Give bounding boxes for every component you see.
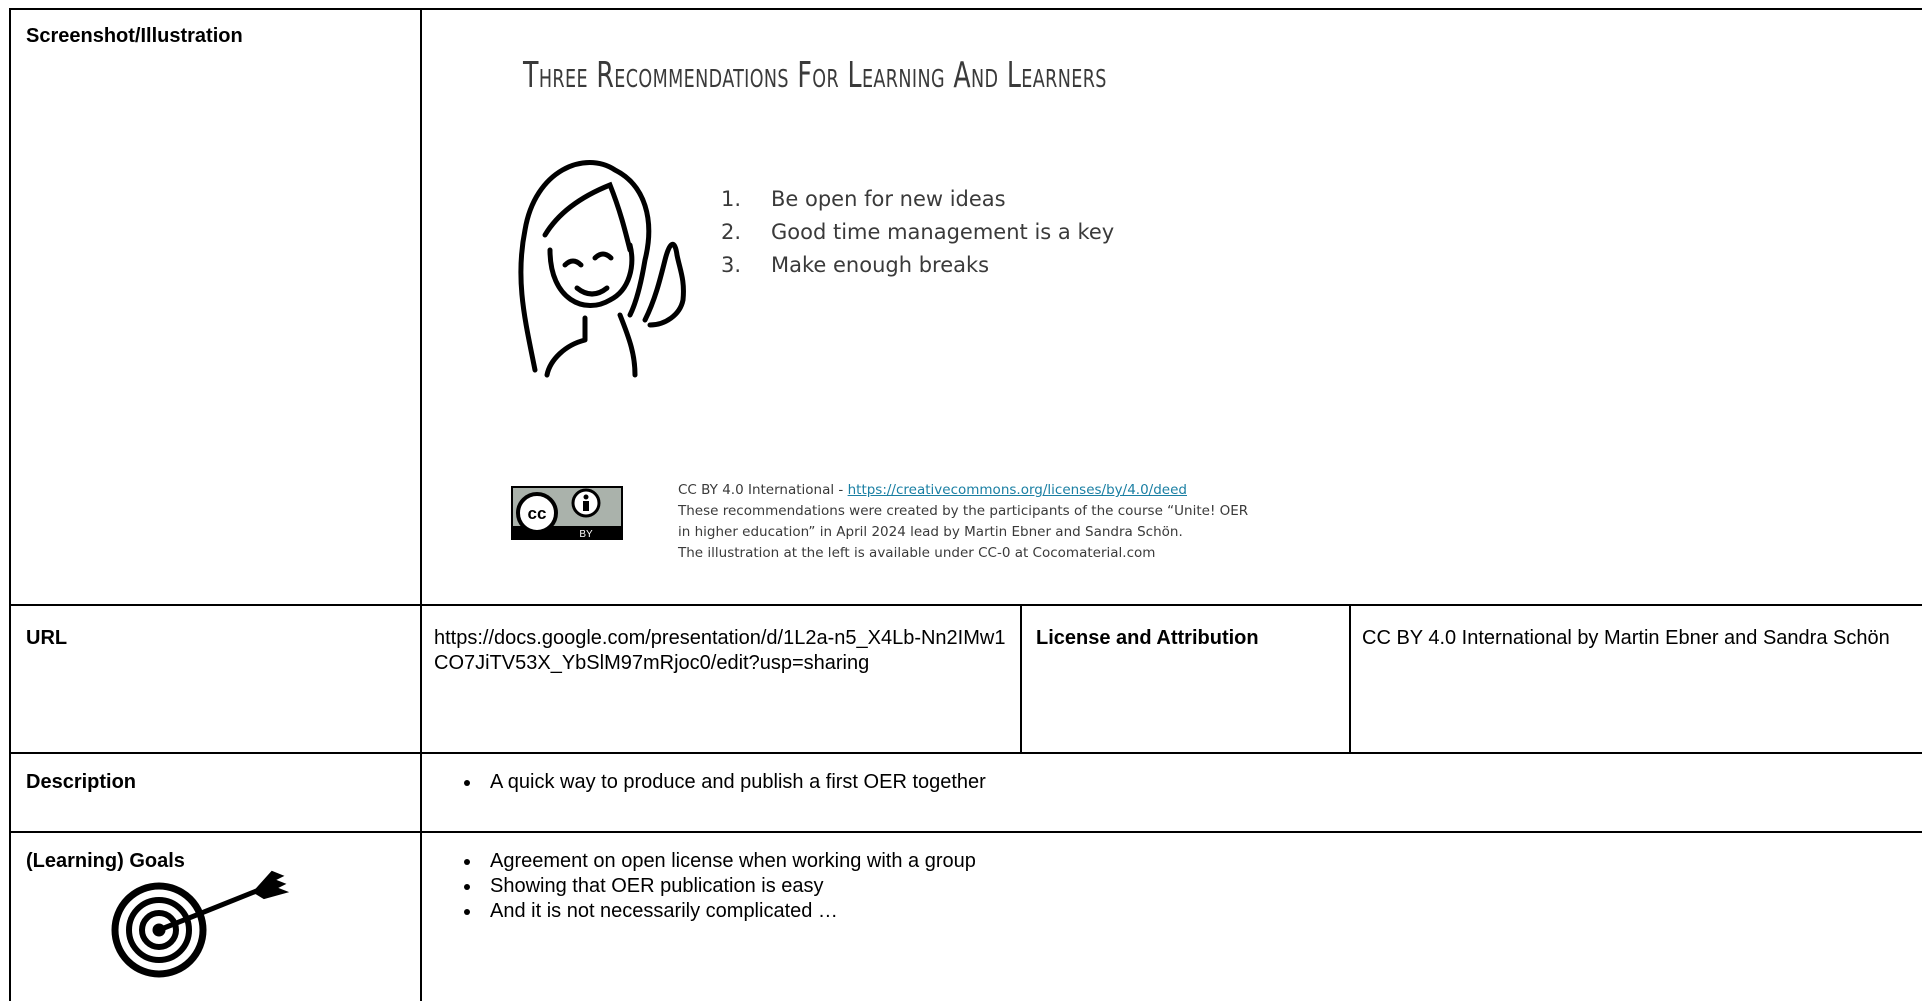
border bbox=[10, 8, 1922, 10]
person-illustration bbox=[518, 160, 686, 378]
credit-line: The illustration at the left is availabl… bbox=[678, 545, 1156, 561]
description: A quick way to produce and publish a fir… bbox=[434, 770, 986, 795]
border bbox=[420, 8, 422, 1001]
border bbox=[10, 604, 1922, 606]
row-label: Screenshot/Illustration bbox=[26, 25, 243, 47]
slide-credits: CC BY 4.0 International - https://creati… bbox=[678, 480, 1248, 564]
credit-line: These recommendations were created by th… bbox=[678, 503, 1249, 519]
license-line: CC BY 4.0 International - https://creati… bbox=[678, 480, 1248, 501]
slide-item: 3. Make enough breaks bbox=[721, 249, 1114, 282]
license-text: CC BY 4.0 International by Martin Ebner … bbox=[1362, 627, 1890, 649]
row-label: (Learning) Goals bbox=[26, 850, 185, 872]
item-number: 2. bbox=[721, 220, 742, 244]
slide-item: 2. Good time management is a key bbox=[721, 216, 1114, 249]
item-text: Be open for new ideas bbox=[771, 187, 1006, 211]
bullet: Showing that OER publication is easy bbox=[482, 874, 976, 899]
cc-badge: cc BY bbox=[511, 486, 623, 540]
border bbox=[1349, 604, 1351, 754]
license-prefix: CC BY 4.0 International - bbox=[678, 482, 848, 498]
border bbox=[10, 752, 1922, 754]
slide-list: 1. Be open for new ideas 2. Good time mana… bbox=[721, 183, 1114, 282]
border bbox=[10, 831, 1922, 833]
credit-line: in higher education” in April 2024 lead … bbox=[678, 524, 1183, 540]
target-icon bbox=[111, 870, 290, 978]
by-text: BY bbox=[579, 529, 593, 540]
border bbox=[9, 8, 11, 1001]
item-text: Good time management is a key bbox=[771, 220, 1115, 244]
row-label: Description bbox=[26, 771, 137, 793]
bullet: Agreement on open license when working w… bbox=[482, 849, 976, 874]
bullet-list: A quick way to produce and publish a fir… bbox=[434, 770, 986, 795]
bullet: A quick way to produce and publish a fir… bbox=[482, 770, 986, 795]
slide-item: 1. Be open for new ideas bbox=[721, 183, 1114, 216]
item-number: 1. bbox=[721, 187, 742, 211]
slide-title: Three Recommendations For Learning And L… bbox=[523, 55, 1107, 96]
row-label: URL bbox=[26, 627, 68, 649]
item-number: 3. bbox=[721, 253, 742, 277]
border bbox=[1020, 604, 1022, 754]
row-label: License and Attribution bbox=[1036, 627, 1259, 649]
goals: Agreement on open license when working w… bbox=[434, 849, 976, 924]
item-text: Make enough breaks bbox=[771, 253, 990, 277]
license-link[interactable]: https://creativecommons.org/licenses/by/… bbox=[847, 482, 1187, 498]
cc-text: cc bbox=[528, 504, 547, 523]
bullet: And it is not necessarily complicated … bbox=[482, 899, 976, 924]
url-text: https://docs.google.com/presentation/d/1… bbox=[434, 627, 1006, 674]
bullet-list: Agreement on open license when working w… bbox=[434, 849, 976, 924]
